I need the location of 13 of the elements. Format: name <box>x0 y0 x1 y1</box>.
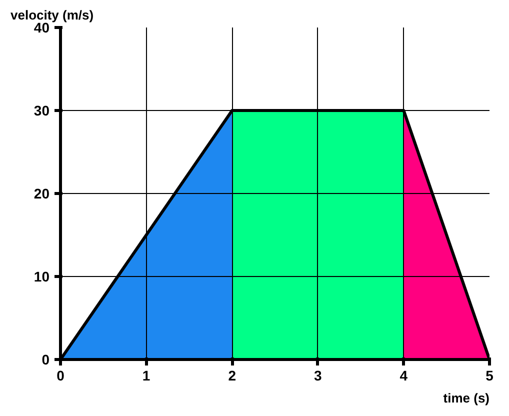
x-tick-label: 3 <box>314 368 322 384</box>
x-tick-label: 5 <box>486 368 494 384</box>
y-tick-label: 40 <box>34 20 50 36</box>
x-tick-label: 2 <box>228 368 236 384</box>
x-tick-label: 4 <box>400 368 408 384</box>
y-tick-label: 0 <box>42 352 50 368</box>
x-axis-title: time (s) <box>443 390 490 406</box>
x-tick-label: 1 <box>142 368 150 384</box>
x-tick-label: 0 <box>56 368 65 384</box>
y-axis-title: velocity (m/s) <box>10 8 94 22</box>
y-tick-label: 20 <box>34 186 50 202</box>
y-tick-label: 10 <box>34 268 50 284</box>
y-tick-label: 30 <box>34 102 50 118</box>
